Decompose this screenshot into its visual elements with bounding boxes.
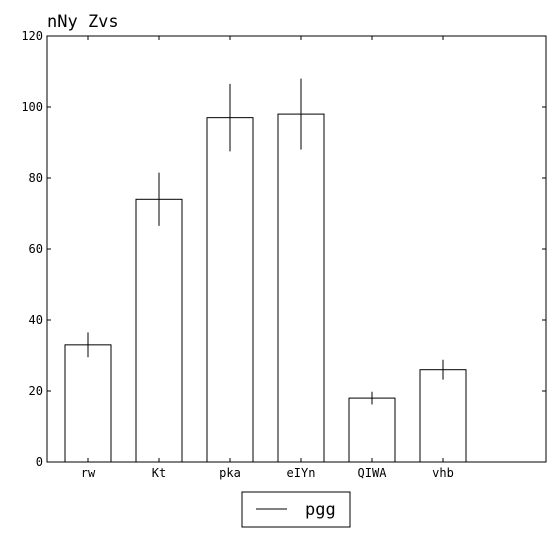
y-tick-label-20: 20 bbox=[29, 384, 43, 398]
y-tick-label-100: 100 bbox=[21, 100, 43, 114]
x-tick-label-QIWA: QIWA bbox=[358, 466, 388, 480]
bar-Kt bbox=[135, 198, 183, 463]
x-tick-label-Kt: Kt bbox=[152, 466, 166, 480]
x-tick-label-eIYn: eIYn bbox=[287, 466, 316, 480]
legend: pgg bbox=[241, 491, 351, 528]
y-tick-label-60: 60 bbox=[29, 242, 43, 256]
bar-vhb bbox=[419, 369, 467, 463]
x-tick-label-pka: pka bbox=[219, 466, 241, 480]
bar-eIYn bbox=[277, 113, 325, 463]
y-axis: 0 20 40 60 80 100 120 bbox=[21, 29, 546, 469]
bar-rw bbox=[64, 344, 112, 463]
legend-label: pgg bbox=[305, 500, 336, 520]
bar-pka bbox=[206, 117, 254, 463]
chart-title: nNy Zvs bbox=[47, 12, 119, 32]
y-tick-label-0: 0 bbox=[36, 455, 43, 469]
x-tick-label-vhb: vhb bbox=[432, 466, 454, 480]
x-axis: rw Kt pka eIYn QIWA vhb bbox=[81, 36, 454, 480]
bar-QIWA bbox=[348, 397, 396, 463]
y-tick-label-80: 80 bbox=[29, 171, 43, 185]
bars-group bbox=[64, 113, 467, 463]
x-tick-label-rw: rw bbox=[81, 466, 96, 480]
y-tick-label-40: 40 bbox=[29, 313, 43, 327]
error-bars-group bbox=[87, 78, 444, 405]
y-tick-label-120: 120 bbox=[21, 29, 43, 43]
